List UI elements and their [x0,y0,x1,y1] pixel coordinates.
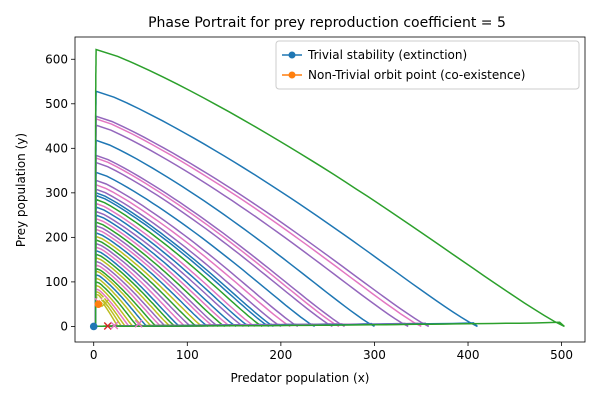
legend-box [275,40,580,90]
legend-marker-trivial [288,51,296,59]
chart-title: Phase Portrait for prey reproduction coe… [148,15,506,31]
y-tick-label: 500 [45,97,68,111]
x-tick-label: 400 [457,348,480,362]
trivial-point [89,322,98,331]
legend-label-nontrivial: Non-Trivial orbit point (co-existence) [308,68,525,82]
x-tick-label: 100 [176,348,199,362]
y-axis-ticks: 0 100 200 300 400 500 600 [45,52,75,333]
legend: Trivial stability (extinction) Non-Trivi… [275,40,580,90]
x-tick-label: 500 [550,348,573,362]
y-axis-label: Prey population (y) [14,133,28,247]
y-tick-label: 600 [45,52,68,66]
legend-marker-nontrivial [288,71,296,79]
orbit-curve [94,48,565,328]
x-tick-label: 200 [269,348,292,362]
y-tick-label: 400 [45,141,68,155]
x-marker [110,321,119,330]
legend-label-trivial: Trivial stability (extinction) [307,48,467,62]
orbit-curves [94,48,565,328]
point-markers [89,296,143,331]
x-tick-label: 0 [90,348,98,362]
x-marker [100,299,109,308]
x-tick-label: 300 [363,348,386,362]
plot-frame [74,36,586,343]
x-axis-label: Predator population (x) [231,371,370,385]
non-trivial-point [94,300,103,308]
y-tick-label: 100 [45,275,68,289]
y-tick-label: 200 [45,230,68,244]
y-tick-label: 300 [45,186,68,200]
x-marker [103,321,112,330]
x-axis-ticks: 0 100 200 300 400 500 [90,342,573,362]
x-marker [134,319,143,328]
y-tick-label: 0 [60,319,68,333]
